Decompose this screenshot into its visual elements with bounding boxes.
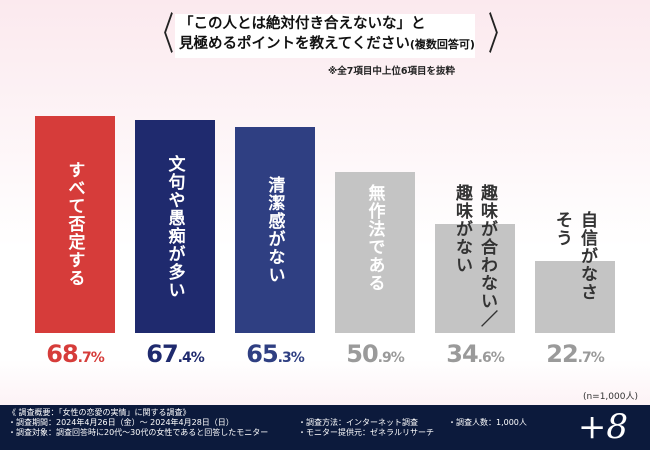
bar-label: 清潔感がない [264, 175, 285, 284]
survey-period: ・調査期間：2024年4月26日（金）～ 2024年4月28日（日） [8, 418, 234, 427]
brand-logo: +8 [577, 407, 628, 447]
bar [35, 115, 115, 333]
chart-title: 「この人とは絶対付き合えないな」と 見極めるポイントを教えてください(複数回答可… [175, 14, 475, 58]
bar-label: 自信がなさそう [552, 211, 597, 302]
value-label: 68.7% [46, 340, 105, 368]
survey-count: ・調査人数：1,000人 [448, 418, 527, 427]
bar [535, 261, 615, 333]
bar-label: 無作法である [364, 184, 385, 293]
monitor-provider: ・モニター提供元：ゼネラルリサーチ [298, 428, 434, 437]
bar-label: すべて否定する [64, 161, 85, 288]
value-label: 67.4% [146, 340, 205, 368]
survey-target: ・調査対象：調査回答時に20代～30代の女性であると回答したモニター [8, 428, 269, 437]
left-bracket-icon: 〈 [149, 9, 175, 60]
value-label: 50.9% [346, 340, 405, 368]
value-label: 22.7% [546, 340, 605, 368]
bar [435, 223, 515, 333]
footer: 《 調査概要：「女性の恋愛の実情」に関する調査》 ・調査期間：2024年4月26… [0, 405, 650, 450]
bar-label: 趣味が合わない／趣味がない [452, 183, 497, 328]
title-suffix: (複数回答可) [409, 38, 475, 51]
value-label: 34.6% [446, 340, 505, 368]
title-line-2: 見極めるポイントを教えてください [179, 36, 410, 52]
bar-label: 文句や愚痴が多い [164, 154, 185, 299]
right-bracket-icon: 〉 [487, 9, 513, 60]
sample-size: (n=1,000人) [582, 392, 638, 402]
value-label: 65.3% [246, 340, 305, 368]
survey-summary: 《 調査概要：「女性の恋愛の実情」に関する調査》 [8, 408, 191, 417]
bar [335, 172, 415, 333]
survey-method: ・調査方法：インターネット調査 [298, 418, 418, 427]
title-line-1: 「この人とは絶対付き合えないな」と [179, 16, 426, 32]
bar [235, 126, 315, 333]
bar [135, 120, 215, 333]
note: ※全7項目中上位6項目を抜粋 [328, 66, 455, 77]
